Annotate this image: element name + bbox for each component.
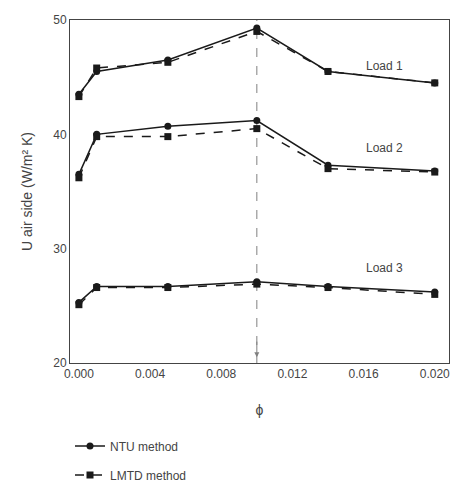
svg-text:0.012: 0.012 xyxy=(277,367,307,381)
svg-text:Load 2: Load 2 xyxy=(366,141,403,155)
svg-text:40: 40 xyxy=(53,128,67,142)
svg-text:20: 20 xyxy=(53,356,67,370)
svg-text:0.004: 0.004 xyxy=(135,367,165,381)
svg-text:0.000: 0.000 xyxy=(64,367,94,381)
svg-text:0.008: 0.008 xyxy=(206,367,236,381)
svg-text:ϕ: ϕ xyxy=(256,402,264,418)
svg-text:0.020: 0.020 xyxy=(420,367,450,381)
svg-text:U air side (W/m² K): U air side (W/m² K) xyxy=(19,132,35,251)
svg-text:NTU method: NTU method xyxy=(110,440,178,454)
svg-text:0.016: 0.016 xyxy=(349,367,379,381)
svg-text:Load 1: Load 1 xyxy=(366,59,403,73)
svg-text:30: 30 xyxy=(53,242,67,256)
svg-text:Load 3: Load 3 xyxy=(366,261,403,275)
svg-text:LMTD method: LMTD method xyxy=(110,469,186,483)
svg-text:50: 50 xyxy=(53,13,67,27)
